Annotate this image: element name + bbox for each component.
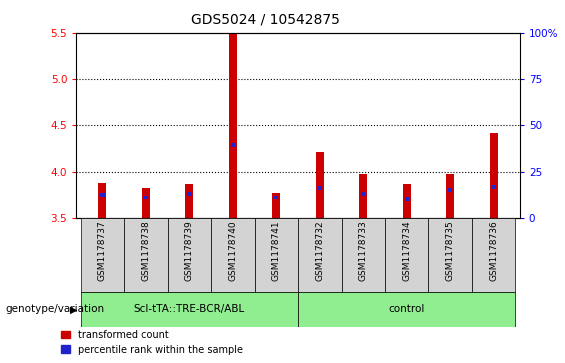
Text: GSM1178735: GSM1178735 bbox=[446, 220, 455, 281]
Text: GDS5024 / 10542875: GDS5024 / 10542875 bbox=[191, 13, 340, 27]
Text: GSM1178738: GSM1178738 bbox=[141, 220, 150, 281]
Bar bbox=[298, 292, 515, 327]
Bar bbox=[229, 33, 237, 218]
Bar bbox=[428, 218, 472, 292]
Text: control: control bbox=[389, 305, 425, 314]
Bar bbox=[274, 196, 279, 199]
Bar bbox=[144, 196, 148, 199]
Bar bbox=[316, 152, 324, 218]
Text: genotype/variation: genotype/variation bbox=[6, 305, 105, 314]
Bar bbox=[142, 188, 150, 218]
Bar bbox=[490, 132, 498, 218]
Bar bbox=[492, 185, 496, 189]
Text: GSM1178732: GSM1178732 bbox=[315, 220, 324, 281]
Text: GSM1178739: GSM1178739 bbox=[185, 220, 194, 281]
Bar bbox=[124, 218, 168, 292]
Text: GSM1178737: GSM1178737 bbox=[98, 220, 107, 281]
Bar bbox=[341, 218, 385, 292]
Bar bbox=[318, 186, 322, 190]
Text: GSM1178740: GSM1178740 bbox=[228, 220, 237, 281]
Bar bbox=[385, 218, 428, 292]
Bar bbox=[359, 174, 367, 218]
Bar bbox=[405, 197, 409, 201]
Legend: transformed count, percentile rank within the sample: transformed count, percentile rank withi… bbox=[62, 330, 243, 355]
Bar bbox=[472, 218, 515, 292]
Bar bbox=[187, 192, 192, 196]
Bar bbox=[185, 184, 193, 218]
Bar bbox=[446, 174, 454, 218]
Bar bbox=[98, 183, 106, 218]
Bar bbox=[231, 143, 235, 147]
Text: GSM1178734: GSM1178734 bbox=[402, 220, 411, 281]
Bar bbox=[298, 218, 341, 292]
Bar bbox=[403, 184, 411, 218]
Text: ▶: ▶ bbox=[69, 305, 77, 314]
Text: Scl-tTA::TRE-BCR/ABL: Scl-tTA::TRE-BCR/ABL bbox=[134, 305, 245, 314]
Bar bbox=[168, 218, 211, 292]
Bar bbox=[81, 218, 124, 292]
Text: GSM1178741: GSM1178741 bbox=[272, 220, 281, 281]
Bar bbox=[272, 193, 280, 218]
Bar bbox=[81, 292, 298, 327]
Bar bbox=[448, 188, 453, 192]
Bar bbox=[100, 193, 105, 196]
Bar bbox=[255, 218, 298, 292]
Text: GSM1178733: GSM1178733 bbox=[359, 220, 368, 281]
Bar bbox=[211, 218, 255, 292]
Bar bbox=[361, 192, 366, 196]
Text: GSM1178736: GSM1178736 bbox=[489, 220, 498, 281]
